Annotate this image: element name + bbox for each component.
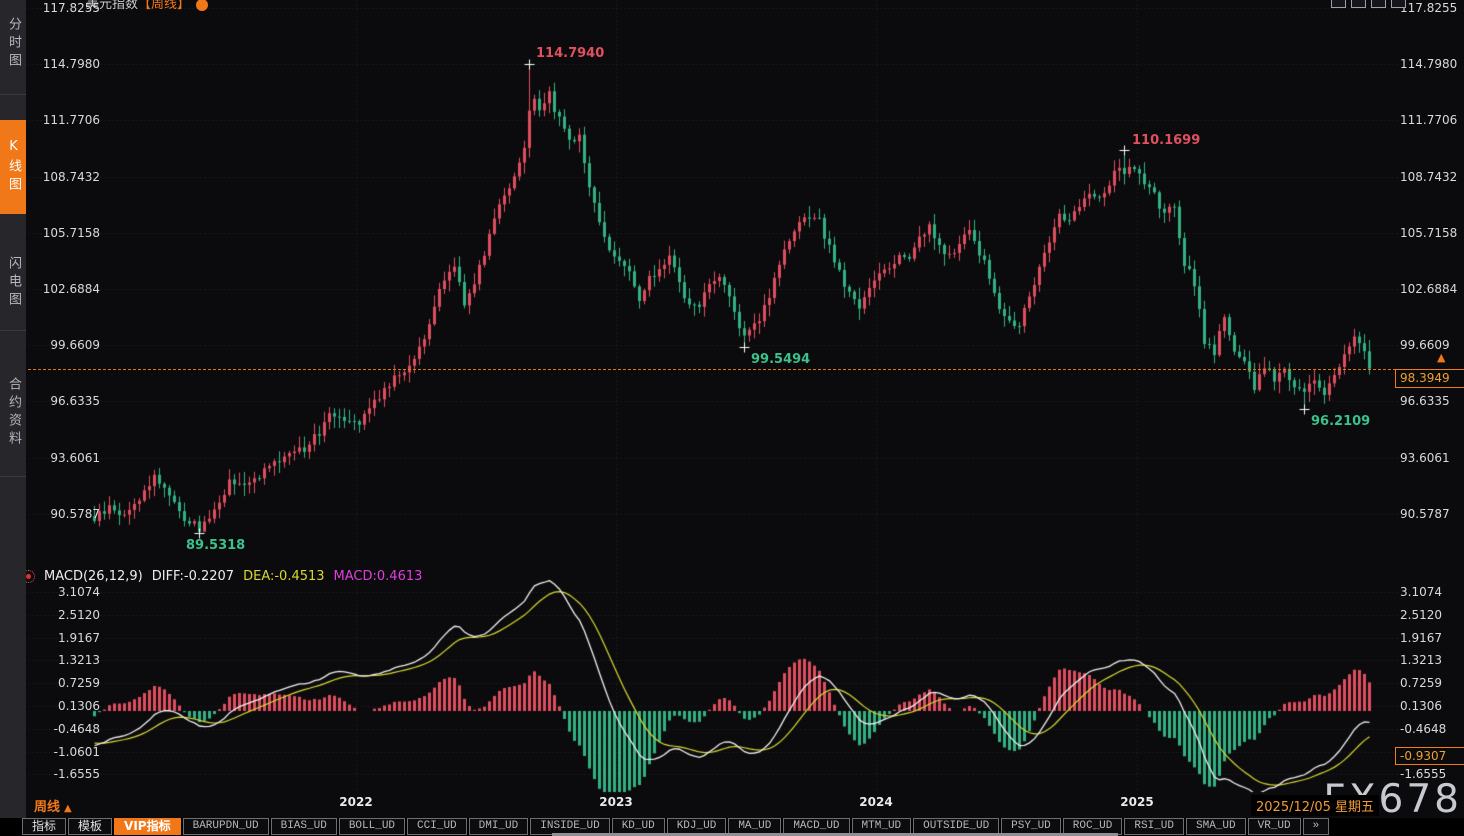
symbol-name: 美元指数 — [86, 0, 139, 12]
macd-settings-label: MACD(26,12,9) — [44, 569, 143, 584]
tab-more-indicators[interactable]: » — [1302, 818, 1330, 835]
tab-barupdn-ud[interactable]: BARUPDN_UD — [182, 818, 269, 835]
horizontal-scrollbar-thumb[interactable] — [552, 833, 1118, 836]
tab-vip-indicators[interactable]: VIP指标 — [114, 818, 181, 835]
indicator-tab-bar: 指标 模板 VIP指标 BARUPDN_UD BIAS_UD BOLL_UD CCI_UD D… — [0, 818, 1464, 836]
sidebar-item-contract-info[interactable]: 合约资料 — [0, 350, 26, 477]
tab-inside-ud[interactable]: INSIDE_UD — [530, 818, 610, 835]
alert-icon[interactable] — [196, 0, 209, 11]
macd-header: MACD(26,12,9) DIFF:-0.2207 DEA:-0.4513 M… — [22, 569, 422, 584]
window-layout-buttons — [1331, 0, 1406, 8]
tab-sma-ud[interactable]: SMA_UD — [1186, 818, 1246, 835]
layout-icon[interactable] — [1331, 0, 1346, 8]
tab-templates[interactable]: 模板 — [68, 818, 113, 835]
layout-icon[interactable] — [1371, 0, 1386, 8]
period-label-text: 周线 — [34, 800, 61, 815]
price-chart-canvas[interactable] — [0, 0, 1464, 816]
timeframe-tag: 【周线】 — [138, 0, 191, 12]
left-sidebar: 分时图 K线图闪电图合约资料 — [0, 0, 26, 818]
tab-rsi-ud[interactable]: RSI_UD — [1124, 818, 1184, 835]
tab-indicators[interactable]: 指标 — [22, 818, 67, 835]
sidebar-item-kline-chart[interactable]: K线图 — [0, 120, 26, 214]
sidebar-item-flash-chart[interactable]: 闪电图 — [0, 236, 26, 331]
macd-diff-value: DIFF:-0.2207 — [151, 569, 235, 584]
layout-icon[interactable] — [1351, 0, 1366, 8]
chart-title: 美元指数【周线】 — [86, 0, 209, 12]
price-marker-arrow-icon: ▲ — [1437, 351, 1446, 364]
tab-psy-ud[interactable]: PSY_UD — [1001, 818, 1061, 835]
period-selector[interactable]: 周线 ▲ — [34, 796, 72, 815]
tab-cci-ud[interactable]: CCI_UD — [407, 818, 467, 835]
current-macd-box: -0.9307 — [1395, 747, 1464, 765]
layout-icon[interactable] — [1391, 0, 1406, 8]
dropdown-arrow-icon: ▲ — [64, 803, 72, 814]
cursor-date-label: 2025/12/05 星期五 — [1251, 795, 1380, 816]
current-price-box: 98.3949 — [1395, 369, 1464, 388]
macd-dea-value: DEA:-0.4513 — [243, 569, 325, 584]
tab-vr-ud[interactable]: VR_UD — [1247, 818, 1301, 835]
tab-boll-ud[interactable]: BOLL_UD — [338, 818, 406, 835]
tab-dmi-ud[interactable]: DMI_UD — [468, 818, 529, 835]
tab-roc-ud[interactable]: ROC_UD — [1062, 818, 1123, 835]
sidebar-item-time-chart[interactable]: 分时图 — [0, 0, 26, 95]
current-price-line — [28, 369, 1396, 370]
tab-bias-ud[interactable]: BIAS_UD — [270, 818, 337, 835]
macd-macd-value: MACD:0.4613 — [333, 569, 423, 584]
